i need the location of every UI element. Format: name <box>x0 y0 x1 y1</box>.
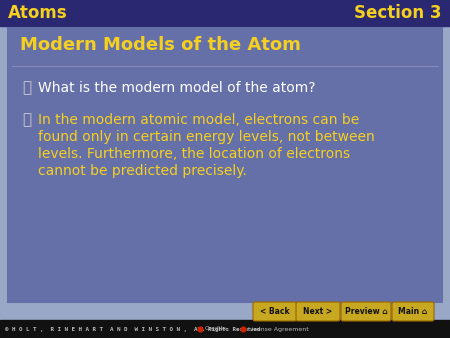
Text: Modern Models of the Atom: Modern Models of the Atom <box>20 36 301 54</box>
Text: < Back: < Back <box>260 307 290 316</box>
Text: What is the modern model of the atom?: What is the modern model of the atom? <box>38 81 315 95</box>
Text: levels. Furthermore, the location of electrons: levels. Furthermore, the location of ele… <box>38 147 350 161</box>
Text: cannot be predicted precisely.: cannot be predicted precisely. <box>38 164 247 178</box>
Text: Preview ⌂: Preview ⌂ <box>345 307 387 316</box>
Text: 〉: 〉 <box>22 113 31 127</box>
Text: License Agreement: License Agreement <box>248 327 309 332</box>
FancyBboxPatch shape <box>392 302 434 321</box>
FancyBboxPatch shape <box>341 302 391 321</box>
Text: Next >: Next > <box>303 307 333 316</box>
Text: In the modern atomic model, electrons can be: In the modern atomic model, electrons ca… <box>38 113 359 127</box>
Bar <box>8 28 442 302</box>
FancyBboxPatch shape <box>253 302 297 321</box>
FancyBboxPatch shape <box>296 302 340 321</box>
Text: 〉: 〉 <box>22 80 31 96</box>
Bar <box>0 320 450 338</box>
Text: Atoms: Atoms <box>8 4 68 22</box>
Text: Section 3: Section 3 <box>355 4 442 22</box>
Text: found only in certain energy levels, not between: found only in certain energy levels, not… <box>38 130 375 144</box>
Bar <box>0 0 450 26</box>
Text: © H O L T ,  R I N E H A R T  A N D  W I N S T O N ,  All Rights Reserved: © H O L T , R I N E H A R T A N D W I N … <box>5 327 261 332</box>
Text: Credits: Credits <box>205 327 227 332</box>
Text: Main ⌂: Main ⌂ <box>398 307 428 316</box>
